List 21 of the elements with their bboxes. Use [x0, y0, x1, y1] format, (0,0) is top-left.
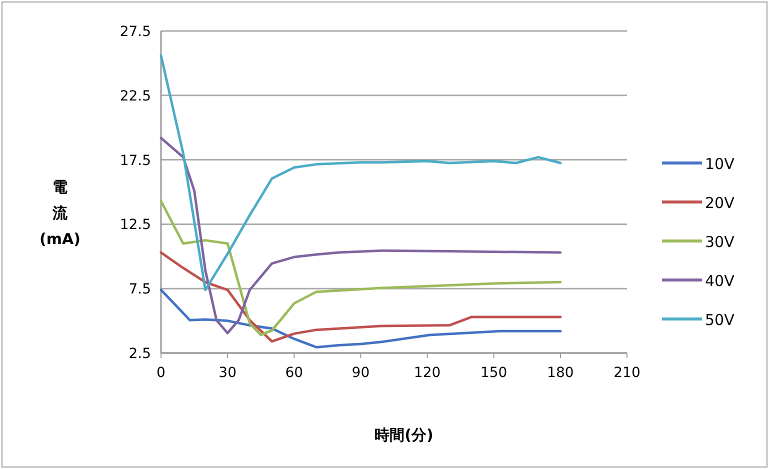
- x-tick-label: 180: [547, 365, 574, 381]
- y-tick-label: 27.5: [120, 24, 151, 40]
- x-tick-label: 120: [414, 365, 441, 381]
- y-tick-label: 22.5: [120, 88, 151, 104]
- y-axis-title: 電流(mA): [40, 178, 80, 248]
- y-tick-label: 7.5: [128, 282, 151, 298]
- x-tick-label: 150: [480, 365, 508, 381]
- legend-label: 20V: [705, 194, 736, 212]
- x-tick-label: 60: [285, 365, 304, 381]
- x-tick-label: 210: [614, 365, 640, 381]
- x-tick-label: 90: [352, 365, 370, 381]
- x-tick-label: 30: [218, 365, 236, 381]
- x-axis-title: 時間(分): [374, 426, 434, 444]
- x-tick-label: 0: [156, 365, 166, 381]
- legend-label: 50V: [705, 311, 736, 329]
- y-tick-label: 17.5: [120, 152, 151, 169]
- legend-label: 40V: [705, 272, 736, 290]
- y-tick-label: 2.5: [128, 346, 151, 362]
- y-tick-label: 12.5: [120, 217, 151, 234]
- legend-label: 30V: [705, 233, 736, 251]
- legend-label: 10V: [705, 155, 736, 173]
